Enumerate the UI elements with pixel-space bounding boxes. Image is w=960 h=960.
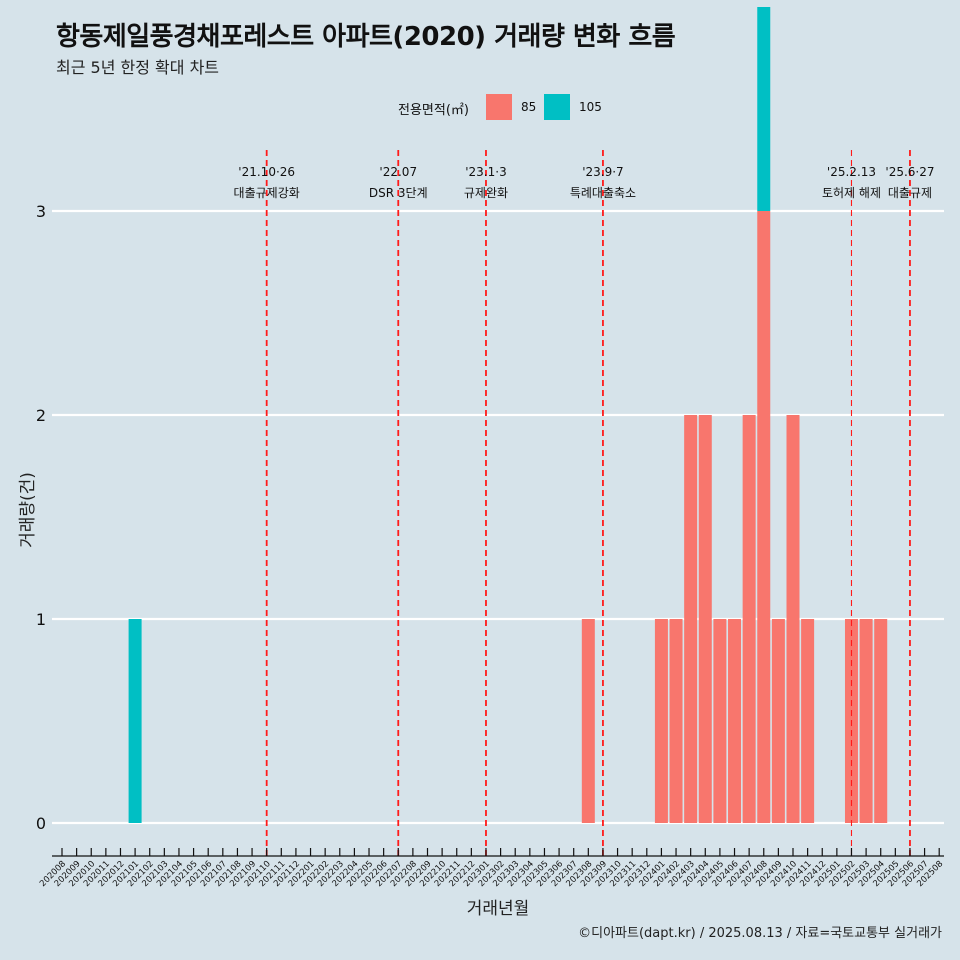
- source-caption: ©디아파트(dapt.kr) / 2025.08.13 / 자료=국토교통부 실…: [578, 926, 942, 941]
- y-tick-label: 1: [36, 610, 46, 629]
- bar-85-202409: [771, 619, 785, 823]
- chart-title: 항동제일풍경채포레스트 아파트(2020) 거래량 변화 흐름: [56, 22, 676, 52]
- y-tick-label: 2: [36, 406, 46, 425]
- bar-85-202408: [757, 211, 771, 823]
- event-text-label: 대출규제: [888, 186, 932, 200]
- event-date-label: '25.2.13: [827, 165, 876, 179]
- bar-105-202101: [128, 619, 142, 823]
- legend-label-85: 85: [521, 100, 537, 114]
- event-text-label: 토허제 해제: [822, 186, 881, 200]
- event-date-label: '25.6·27: [885, 165, 934, 179]
- bar-85-202402: [669, 619, 683, 823]
- event-lines: '21.10·26 대출규제강화 '22.07 DSR 3단계 '23.1·3 규제완화 '…: [234, 150, 935, 858]
- legend-title: 전용면적(㎡): [398, 103, 469, 118]
- legend-key-105: [544, 94, 570, 120]
- axes: 2020082020092020102020112020122021012021…: [38, 848, 945, 889]
- event-date-label: '23.9·7: [582, 165, 623, 179]
- event-text-label: 대출규제강화: [234, 186, 300, 200]
- bar-105-202408: [757, 7, 771, 211]
- y-tick-label: 3: [36, 202, 46, 221]
- bar-85-202406: [728, 619, 742, 823]
- bar-85-202411: [801, 619, 815, 823]
- event-text-label: DSR 3단계: [369, 186, 428, 200]
- bar-85-202401: [654, 619, 668, 823]
- legend: 전용면적(㎡) 85 105: [0, 94, 960, 120]
- y-tick-label: 0: [36, 814, 46, 833]
- event-date-label: '21.10·26: [238, 165, 295, 179]
- legend-label-105: 105: [579, 100, 602, 114]
- event-date-label: '23.1·3: [465, 165, 506, 179]
- bar-85-202404: [698, 415, 712, 823]
- y-axis-title: 거래량(건): [18, 472, 38, 548]
- event-text-label: 특례대출축소: [570, 186, 636, 200]
- bar-85-202403: [684, 415, 698, 823]
- bar-85-202504: [874, 619, 888, 823]
- x-axis-title: 거래년월: [467, 899, 530, 919]
- bar-85-202410: [786, 415, 800, 823]
- event-text-label: 규제완화: [464, 186, 508, 200]
- legend-key-85: [486, 94, 512, 120]
- bar-85-202503: [859, 619, 873, 823]
- event-date-label: '22.07: [379, 165, 417, 179]
- bar-85-202405: [713, 619, 727, 823]
- chart-subtitle: 최근 5년 한정 확대 차트: [56, 58, 220, 77]
- bar-85-202308: [581, 619, 595, 823]
- bar-85-202407: [742, 415, 756, 823]
- bars: [128, 7, 888, 823]
